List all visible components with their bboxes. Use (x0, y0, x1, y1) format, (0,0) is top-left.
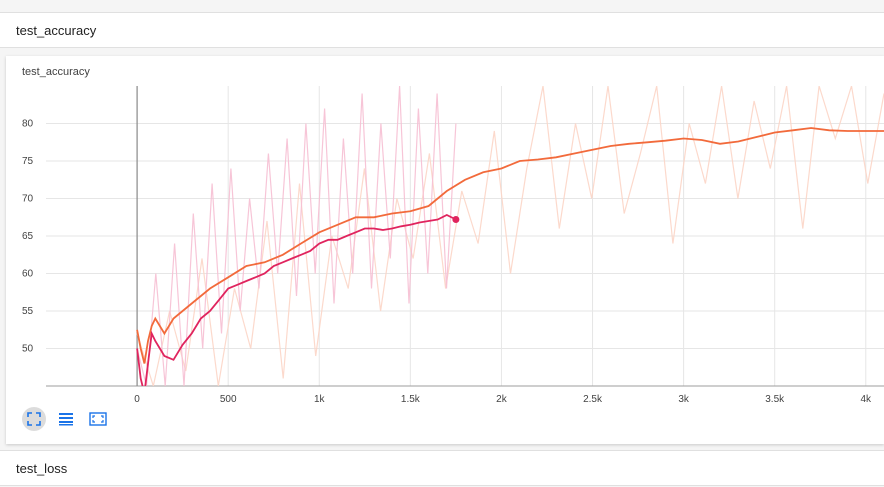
series-last-point-1 (452, 216, 460, 223)
x-tick-label: 2.5k (583, 394, 603, 405)
x-tick-label: 3k (678, 394, 690, 405)
section-title: test_accuracy (16, 22, 97, 38)
x-tick-label: 1.5k (401, 394, 421, 405)
x-tick-label: 3.5k (765, 394, 785, 405)
y-tick-label: 60 (22, 269, 34, 280)
y-tick-label: 70 (22, 194, 34, 205)
expand-chart-button[interactable] (86, 407, 110, 431)
series-line-1 (136, 213, 457, 386)
x-tick-label: 1k (314, 394, 326, 405)
chart-title: test_accuracy (22, 66, 90, 78)
accuracy-chart[interactable]: 50 55 60 65 70 75 80 0 500 1k 1.5k 2k 2.5k 3k 3.5k 4k (6, 56, 884, 444)
raw-series-line-1 (136, 86, 457, 386)
y-tick-label: 55 (22, 306, 34, 317)
y-tick-label: 80 (22, 119, 34, 130)
fit-domain-button[interactable] (22, 407, 46, 431)
section-title: test_loss (16, 460, 68, 476)
chart-toolbar (22, 407, 110, 431)
x-tick-label: 2k (496, 394, 508, 405)
expand-chart-icon (89, 412, 107, 426)
y-tick-label: 75 (22, 156, 34, 167)
section-header-test-loss[interactable]: test_loss (0, 450, 884, 486)
y-tick-label: 50 (22, 344, 34, 355)
chart-card: test_accuracy 50 55 60 65 70 75 80 0 500 1k 1.5k 2k… (6, 56, 884, 444)
series-line-0 (136, 127, 884, 364)
x-tick-label: 0 (134, 394, 140, 405)
y-tick-label: 65 (22, 231, 34, 242)
fit-domain-icon (27, 412, 41, 426)
toggle-log-scale-icon (59, 413, 73, 426)
x-tick-label: 4k (861, 394, 873, 405)
section-header-test-accuracy[interactable]: test_accuracy (0, 12, 884, 48)
toggle-log-scale-button[interactable] (54, 407, 78, 431)
x-tick-label: 500 (220, 394, 237, 405)
